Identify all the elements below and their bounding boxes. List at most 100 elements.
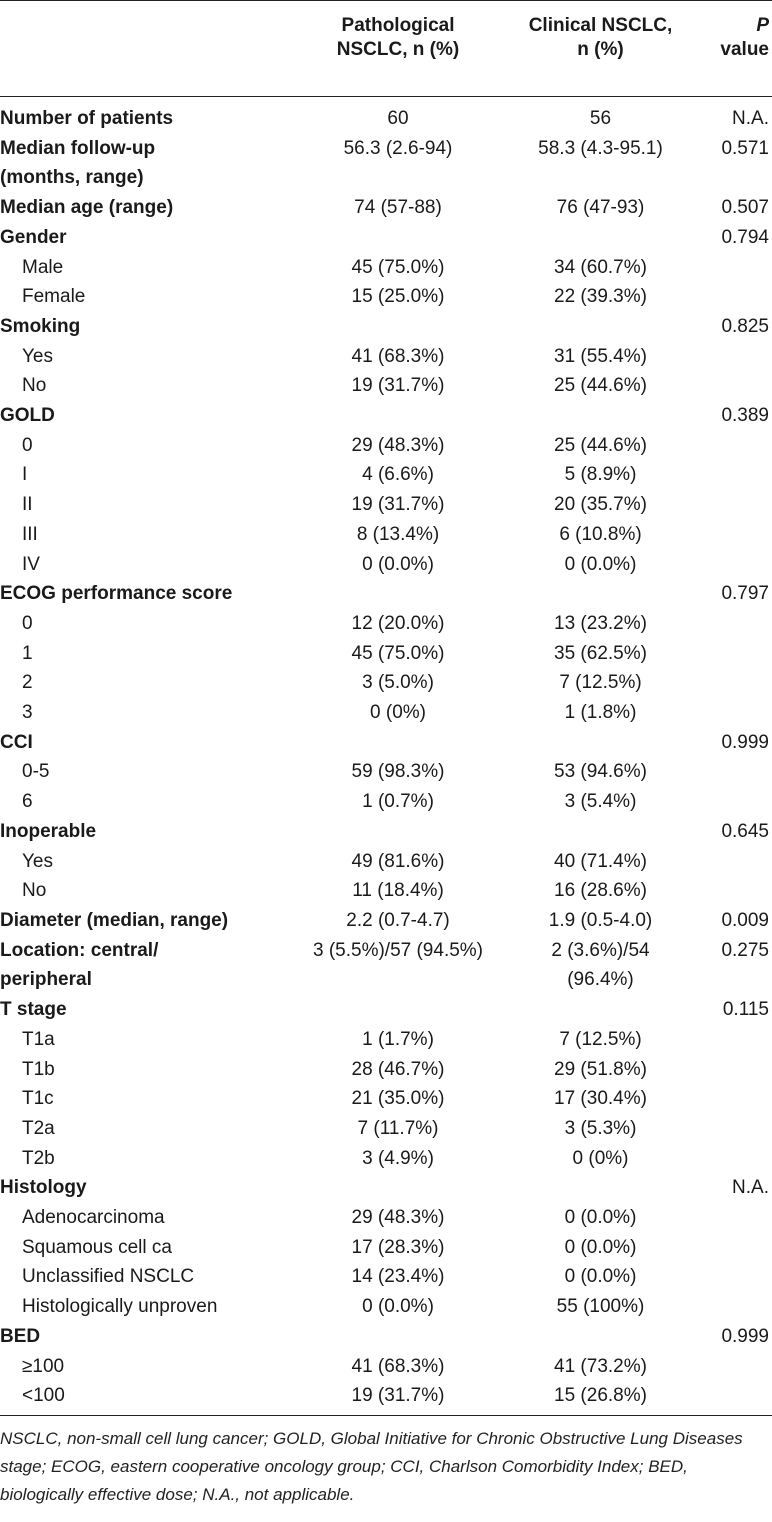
clinical-value: 3 (5.3%) — [564, 1117, 637, 1139]
p-value — [703, 1233, 772, 1263]
row-label: Yes — [22, 850, 53, 872]
table-row: <100 19 (31.7%) 15 (26.8%) — [0, 1381, 772, 1411]
table-row: 0 29 (48.3%) 25 (44.6%) — [0, 431, 772, 461]
p-value: 0.794 — [721, 226, 769, 248]
table-row: Squamous cell ca 17 (28.3%) 0 (0.0%) — [0, 1233, 772, 1263]
clinical-value: 13 (23.2%) — [554, 612, 647, 634]
p-value — [703, 1084, 772, 1114]
table-row: Smoking 0.825 — [0, 312, 772, 342]
pathological-value: 29 (48.3%) — [351, 434, 445, 456]
row-label: 0-5 — [22, 761, 50, 783]
row-label: Unclassified NSCLC — [22, 1266, 195, 1288]
p-value: 0.507 — [721, 197, 769, 219]
pathological-value: 0 (0.0%) — [362, 1296, 434, 1318]
clinical-value: 35 (62.5%) — [554, 642, 647, 664]
p-value — [703, 1144, 772, 1174]
pathological-value: 15 (25.0%) — [351, 286, 445, 308]
pathological-value: 1 (1.7%) — [362, 1028, 434, 1050]
row-label: GOLD — [0, 405, 55, 427]
row-label: I — [22, 464, 28, 486]
table-row: GOLD 0.389 — [0, 401, 772, 431]
pathological-value: 28 (46.7%) — [351, 1058, 445, 1080]
clinical-value — [498, 312, 703, 342]
table-row: I 4 (6.6%) 5 (8.9%) — [0, 460, 772, 490]
pathological-value: 3 (5.0%) — [362, 672, 434, 694]
pathological-value — [298, 995, 498, 1025]
table-row: T2b 3 (4.9%) 0 (0%) — [0, 1144, 772, 1174]
pathological-value: 12 (20.0%) — [351, 612, 445, 634]
row-label: T1b — [22, 1058, 55, 1080]
row-label: 0 — [22, 612, 33, 634]
table-row: Yes 41 (68.3%) 31 (55.4%) — [0, 342, 772, 372]
pathological-value: 19 (31.7%) — [351, 1385, 445, 1407]
pathological-value — [298, 312, 498, 342]
header-pathological-line2: NSCLC, n (%) — [336, 39, 460, 60]
table-row: Histology N.A. — [0, 1173, 772, 1203]
pathological-value: 2.2 (0.7-4.7) — [346, 909, 450, 931]
clinical-value: 31 (55.4%) — [554, 345, 647, 367]
clinical-value — [498, 401, 703, 431]
clinical-value: 7 (12.5%) — [559, 1028, 642, 1050]
pathological-value: 49 (81.6%) — [351, 850, 445, 872]
p-value: 0.009 — [721, 909, 769, 931]
clinical-value — [498, 817, 703, 847]
pathological-value: 60 — [387, 108, 409, 129]
pathological-value: 11 (18.4%) — [352, 880, 444, 902]
row-label: Median age (range) — [0, 197, 174, 219]
table-row: Median age (range) 74 (57-88) 76 (47-93) 0.… — [0, 193, 772, 223]
clinical-value: 0 (0%) — [572, 1147, 629, 1169]
p-value — [703, 698, 772, 728]
bottom-rule — [0, 1415, 772, 1417]
pathological-value: 45 (75.0%) — [351, 256, 445, 278]
p-value: 0.571 — [721, 137, 769, 159]
row-label: T2b — [22, 1147, 55, 1169]
p-value: N.A. — [732, 108, 769, 129]
row-label: Adenocarcinoma — [22, 1207, 165, 1229]
p-value — [703, 371, 772, 401]
clinical-value: 16 (28.6%) — [554, 880, 647, 902]
row-label: Histologically unproven — [22, 1296, 218, 1318]
row-label: Smoking — [0, 315, 81, 337]
row-label: Diameter (median, range) — [0, 909, 229, 931]
pathological-value — [298, 401, 498, 431]
table-row: ≥100 41 (68.3%) 41 (73.2%) — [0, 1352, 772, 1382]
header-clinical-line2: n (%) — [577, 39, 624, 60]
pathological-value — [298, 728, 498, 758]
p-value — [703, 282, 772, 312]
table-row: CCI 0.999 — [0, 728, 772, 758]
header-row: Pathological NSCLC, n (%) Clinical NSCLC… — [0, 14, 772, 94]
clinical-value: 3 (5.4%) — [564, 791, 637, 813]
row-label: 2 — [22, 672, 33, 694]
row-label: T2a — [22, 1117, 55, 1139]
row-label: No — [22, 375, 47, 397]
header-value: value — [720, 39, 769, 60]
pathological-value: 0 (0.0%) — [362, 553, 434, 575]
row-label: ≥100 — [22, 1355, 65, 1377]
p-value — [703, 1025, 772, 1055]
clinical-value: 76 (47-93) — [556, 197, 645, 219]
clinical-value: 1.9 (0.5-4.0) — [548, 909, 653, 931]
clinical-value: 56 — [589, 108, 612, 129]
row-label: Yes — [22, 345, 53, 367]
p-value: 0.645 — [721, 820, 769, 842]
table-row: Diameter (median, range) 2.2 (0.7-4.7) 1.9… — [0, 906, 772, 936]
pathological-value — [298, 223, 498, 253]
clinical-value — [498, 1173, 703, 1203]
header-p-value: P value — [703, 14, 772, 94]
clinical-value: 20 (35.7%) — [554, 494, 647, 516]
pathological-value: 21 (35.0%) — [351, 1088, 445, 1110]
p-value: 0.825 — [721, 315, 769, 337]
p-value — [703, 787, 772, 817]
clinical-value: 22 (39.3%) — [554, 286, 647, 308]
p-value: 0.797 — [721, 583, 769, 605]
pathological-value — [298, 1322, 498, 1352]
clinical-value: 1 (1.8%) — [564, 702, 637, 724]
clinical-value: 0 (0.0%) — [564, 553, 637, 575]
clinical-value: 25 (44.6%) — [554, 375, 647, 397]
table-row: IV 0 (0.0%) 0 (0.0%) — [0, 550, 772, 580]
clinical-value — [498, 1322, 703, 1352]
row-label: T stage — [0, 999, 67, 1021]
row-label: ECOG performance score — [0, 583, 233, 605]
pathological-value: 3 (5.5%)/57 (94.5%) — [312, 939, 484, 961]
table-body: Number of patients 60 56 N.A. Median follow-… — [0, 94, 772, 1411]
